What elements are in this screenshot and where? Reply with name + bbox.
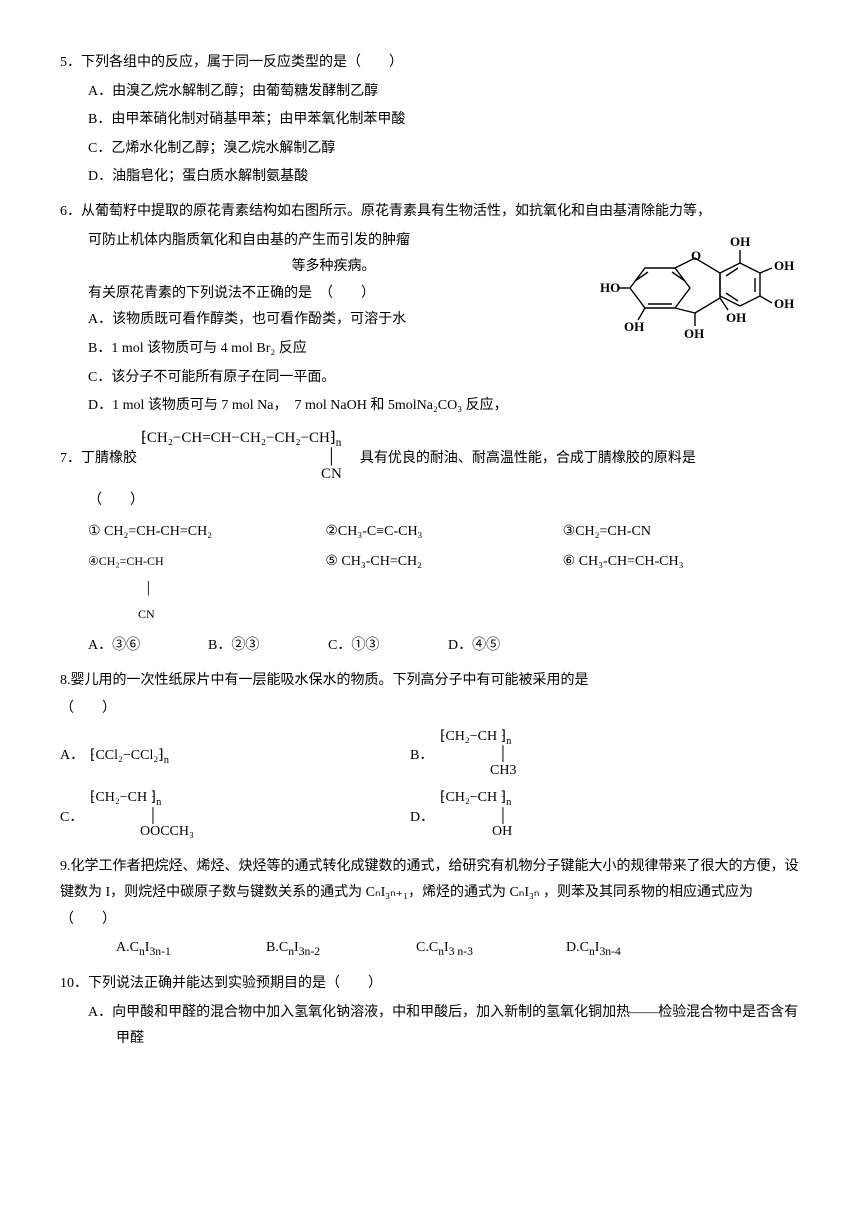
q7-stem-pre: 7．丁腈橡胶	[60, 446, 137, 473]
q8-stem: 8.婴儿用的一次性纸尿片中有一层能吸水保水的物质。下列高分子中有可能被采用的是	[60, 668, 800, 695]
q10-option-a: A．向甲酸和甲醛的混合物中加入氢氧化钠溶液，中和甲酸后，加入新制的氢氧化铜加热—…	[88, 1000, 800, 1053]
q8-label-b: B．	[410, 743, 440, 770]
question-6: 6．从葡萄籽中提取的原花青素结构如右图所示。原花青素具有生物活性，如抗氧化和自由…	[60, 199, 800, 422]
svg-text:OH: OH	[774, 258, 794, 273]
q7-stem: 7．丁腈橡胶 ⁅CH₂−CH=CH−CH₂−CH₂−CH⁆n │ CN 具有优良…	[60, 430, 800, 488]
q9-ans-a: A.CnI3n-1	[116, 935, 266, 963]
svg-text:OH: OH	[730, 234, 750, 249]
q7-ans-b: B．②③	[208, 633, 328, 660]
q7-blank: （ ）	[60, 488, 800, 515]
q8-label-c: C．	[60, 805, 90, 832]
q9-ans-b: B.CnI3n-2	[266, 935, 416, 963]
q5-option-d: D．油脂皂化；蛋白质水解制氨基酸	[88, 164, 800, 191]
q9-answers: A.CnI3n-1 B.CnI3n-2 C.CnI3 n-3 D.CnI3n-4	[60, 935, 800, 963]
q7-ans-a: A．③⑥	[88, 633, 208, 660]
q8-formula-c: ⁅CH₂−CH ⁆n │ OOCCH₃	[90, 790, 410, 845]
nitrile-rubber-formula: ⁅CH₂−CH=CH−CH₂−CH₂−CH⁆n │ CN	[141, 430, 342, 488]
question-7: 7．丁腈橡胶 ⁅CH₂−CH=CH−CH₂−CH₂−CH⁆n │ CN 具有优良…	[60, 430, 800, 660]
q9-ans-c: C.CnI3 n-3	[416, 935, 566, 963]
q7-o6: ⑥ CH₃-CH=CH-CH₃	[563, 549, 800, 629]
q8-label-d: D．	[410, 805, 440, 832]
q7-formula-row-2: ④CH₂=CH-CH │ CN ⑤ CH₃-CH=CH₂ ⑥ CH₃-CH=CH…	[60, 549, 800, 629]
svg-text:OH: OH	[624, 319, 644, 334]
q6-stem-1: 6．从葡萄籽中提取的原花青素结构如右图所示。原花青素具有生物活性，如抗氧化和自由…	[60, 199, 800, 226]
q7-o4: ④CH₂=CH-CH │ CN	[88, 549, 325, 629]
svg-text:O: O	[691, 248, 701, 263]
q8-row-2: C． ⁅CH₂−CH ⁆n │ OOCCH₃ D． ⁅CH₂−CH ⁆n │ O…	[60, 790, 800, 845]
q7-o3: ③CH₂=CH-CN	[563, 519, 800, 546]
q8-formula-b: ⁅CH₂−CH ⁆n │ CH3	[440, 729, 760, 784]
q8-formula-d: ⁅CH₂−CH ⁆n │ OH	[440, 790, 760, 845]
q8-row-1: A． ⁅CCl₂−CCl₂⁆n B． ⁅CH₂−CH ⁆n │ CH3	[60, 729, 800, 784]
q9-stem: 9.化学工作者把烷烃、烯烃、炔烃等的通式转化成键数的通式，给研究有机物分子键能大…	[60, 854, 800, 934]
q7-o1: ① CH₂=CH-CH=CH₂	[88, 519, 325, 546]
q6-stem-2a: 可防止机体内脂质氧化和自由基的产生而引发的肿瘤	[88, 233, 410, 248]
q6-option-d: D．1 mol 该物质可与 7 mol Na， 7 mol NaOH 和 5mo…	[60, 393, 800, 420]
question-9: 9.化学工作者把烷烃、烯烃、炔烃等的通式转化成键数的通式，给研究有机物分子键能大…	[60, 854, 800, 964]
q8-formula-a: ⁅CCl₂−CCl₂⁆n	[90, 743, 410, 771]
q8-blank: （ ）	[60, 696, 800, 723]
svg-text:OH: OH	[684, 326, 704, 341]
question-5: 5．下列各组中的反应，属于同一反应类型的是（ ） A．由溴乙烷水解制乙醇；由葡萄…	[60, 50, 800, 191]
svg-text:OH: OH	[774, 296, 794, 311]
q8-label-a: A．	[60, 743, 90, 770]
q10-stem: 10．下列说法正确并能达到实验预期目的是（ ）	[60, 971, 800, 998]
q7-stem-post: 具有优良的耐油、耐高温性能，合成丁腈橡胶的原料是	[346, 446, 696, 473]
q5-stem: 5．下列各组中的反应，属于同一反应类型的是（ ）	[60, 50, 800, 77]
question-8: 8.婴儿用的一次性纸尿片中有一层能吸水保水的物质。下列高分子中有可能被采用的是 …	[60, 668, 800, 846]
q7-answers: A．③⑥ B．②③ C．①③ D．④⑤	[60, 633, 800, 660]
q5-option-c: C．乙烯水化制乙醇；溴乙烷水解制乙醇	[88, 136, 800, 163]
question-10: 10．下列说法正确并能达到实验预期目的是（ ） A．向甲酸和甲醛的混合物中加入氢…	[60, 971, 800, 1053]
q5-options: A．由溴乙烷水解制乙醇；由葡萄糖发酵制乙醇 B．由甲苯硝化制对硝基甲苯；由甲苯氧…	[60, 79, 800, 191]
svg-text:HO: HO	[600, 280, 620, 295]
q7-ans-d: D．④⑤	[448, 633, 568, 660]
q7-formula-row-1: ① CH₂=CH-CH=CH₂ ②CH₃-C≡C-CH₃ ③CH₂=CH-CN	[60, 519, 800, 546]
q9-ans-d: D.CnI3n-4	[566, 935, 716, 963]
q7-ans-c: C．①③	[328, 633, 448, 660]
q7-o5: ⑤ CH₃-CH=CH₂	[325, 549, 562, 629]
q6-stem-2b: 等多种疾病。	[292, 259, 376, 274]
q7-o2: ②CH₃-C≡C-CH₃	[325, 519, 562, 546]
q5-option-a: A．由溴乙烷水解制乙醇；由葡萄糖发酵制乙醇	[88, 79, 800, 106]
svg-text:OH: OH	[726, 310, 746, 325]
proanthocyanidin-structure: O HO OH OH OH OH OH OH	[600, 218, 800, 379]
q5-option-b: B．由甲苯硝化制对硝基甲苯；由甲苯氧化制苯甲酸	[88, 107, 800, 134]
